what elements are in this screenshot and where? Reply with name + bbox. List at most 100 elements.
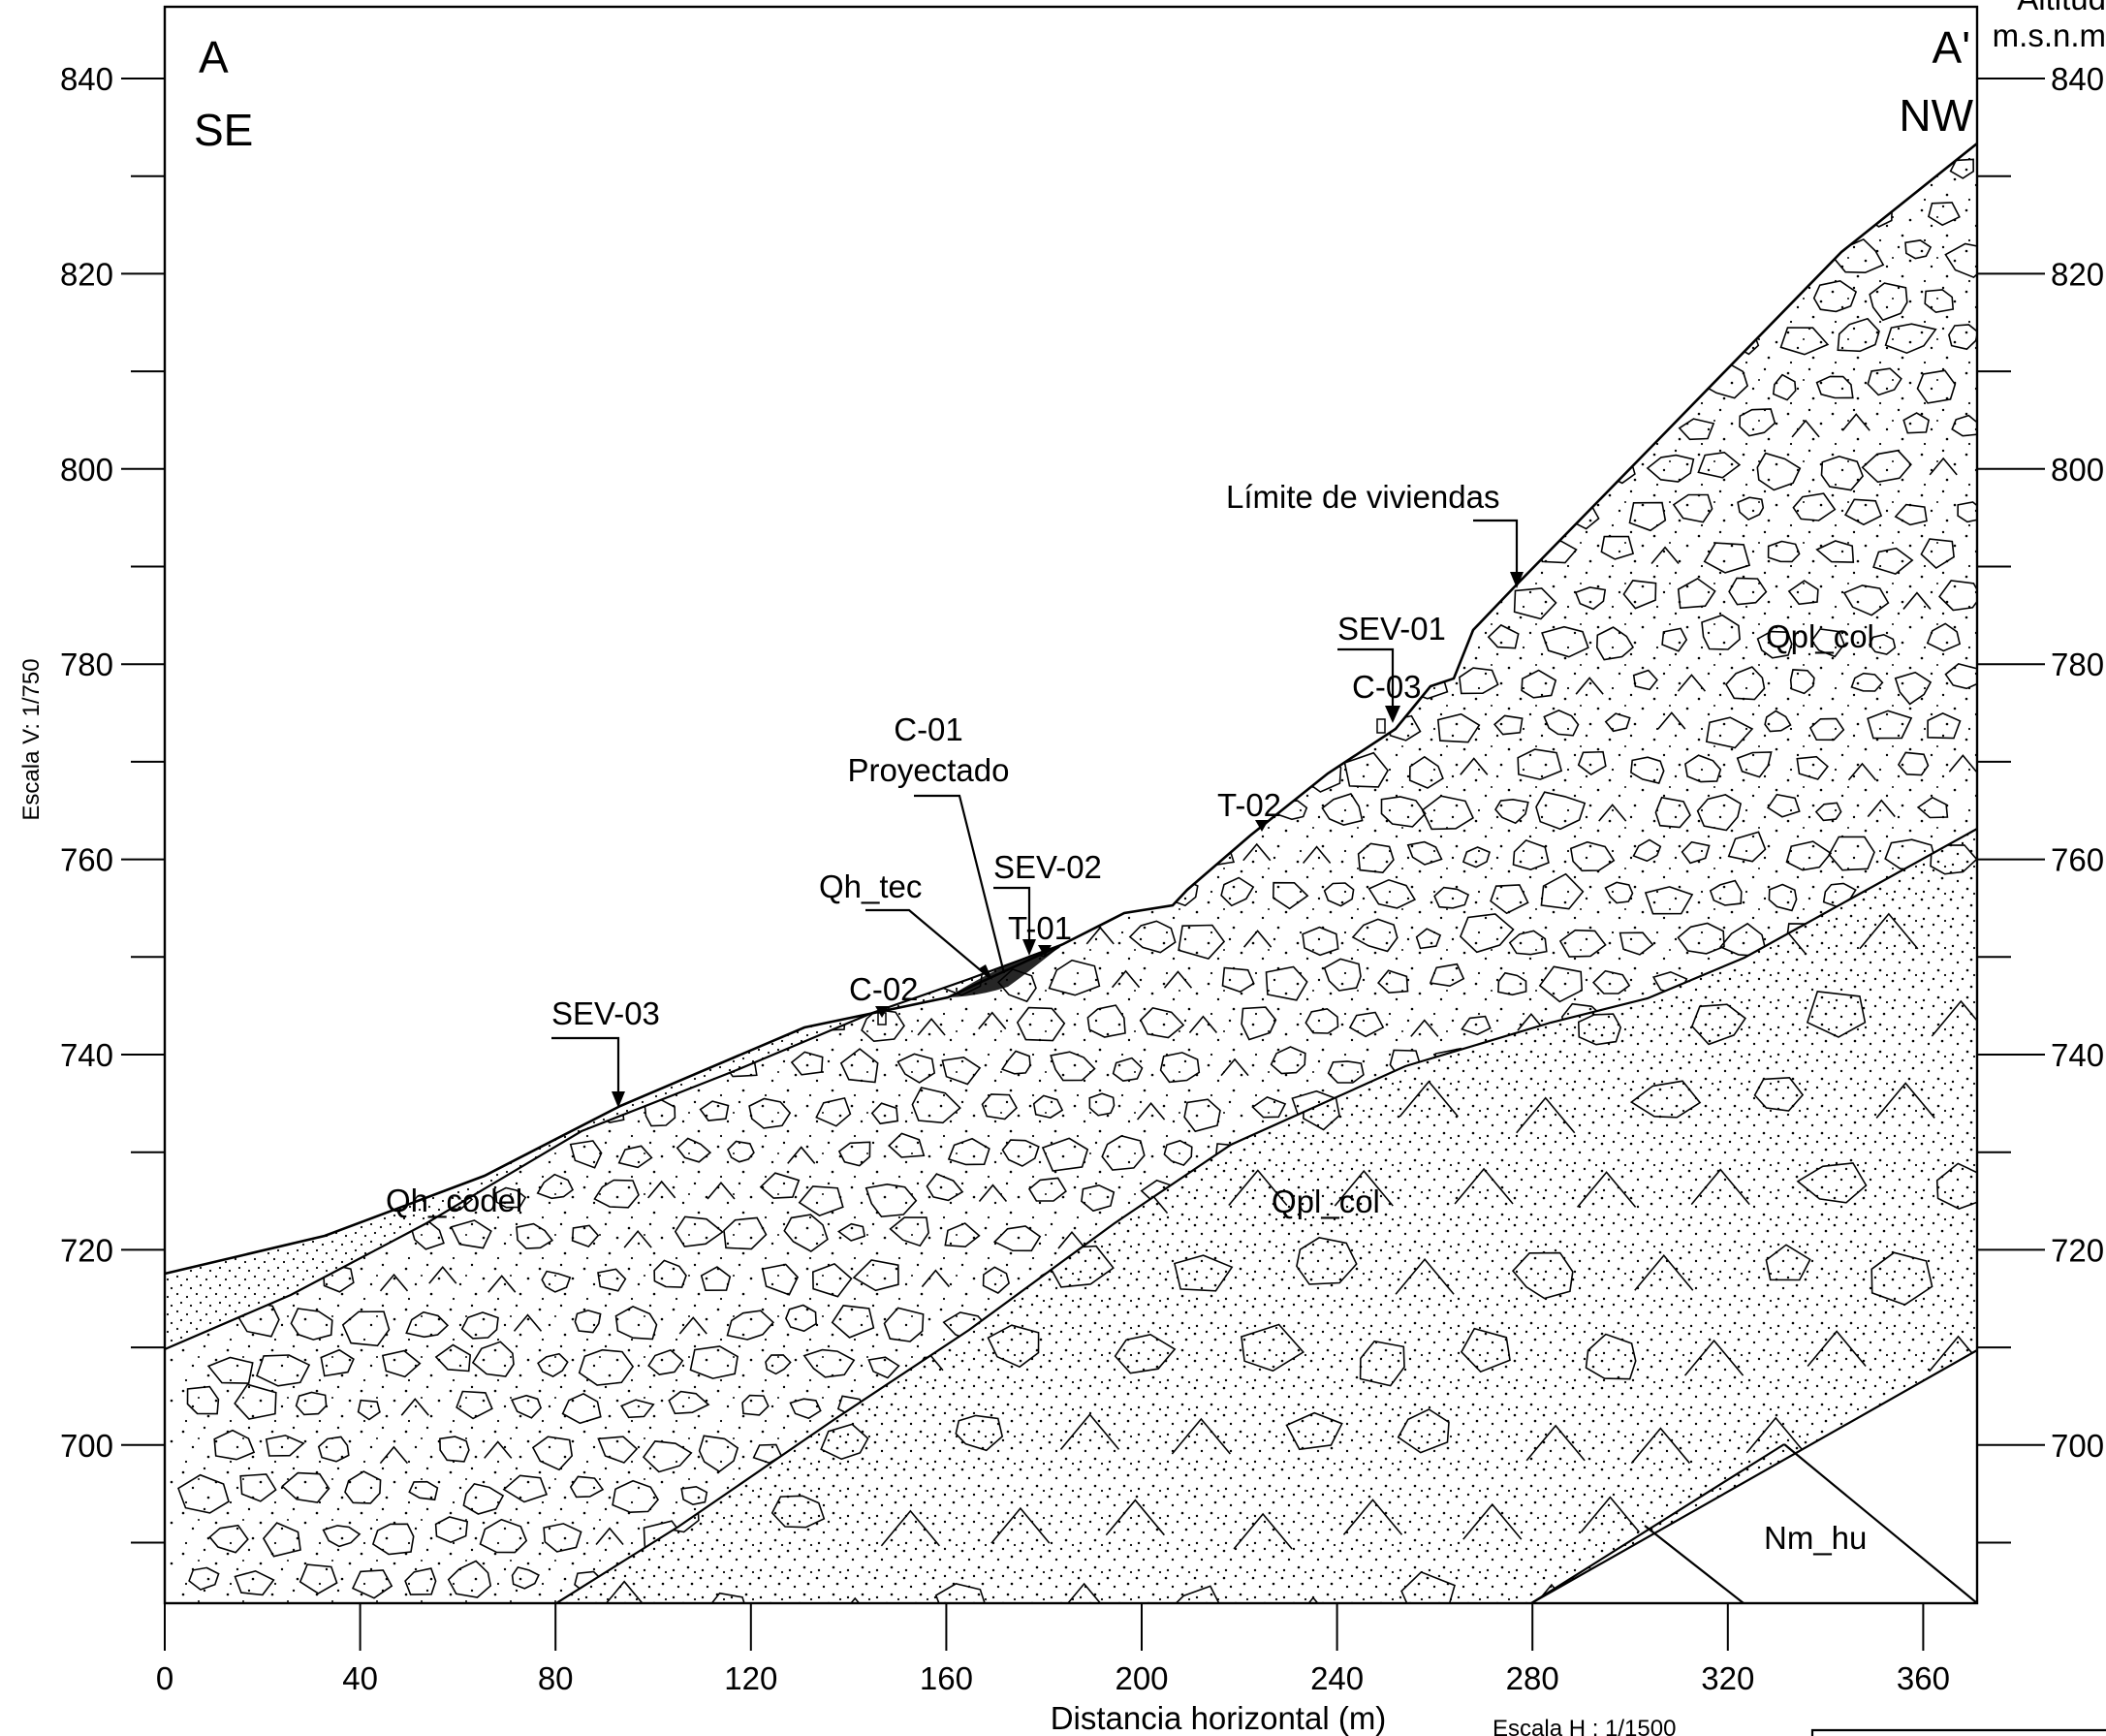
clast-block — [1050, 1051, 1096, 1082]
clast-block — [833, 714, 870, 744]
clast-block — [1600, 535, 1635, 560]
clast-block — [456, 878, 494, 907]
clast-block — [1673, 320, 1713, 353]
clast-block — [947, 207, 977, 228]
clast-block — [1806, 991, 1867, 1038]
clast-block — [1102, 193, 1140, 226]
clast-block — [1677, 577, 1716, 610]
clast-block — [947, 1137, 990, 1166]
nm-hu-structure — [1530, 1443, 1978, 1604]
angular-fragment — [515, 543, 544, 562]
clast-block — [1535, 791, 1587, 831]
clast-block — [674, 1215, 724, 1247]
clast-block — [675, 284, 716, 310]
clast-block — [969, 504, 1000, 527]
clast-block — [242, 625, 271, 650]
clast-block — [1700, 285, 1742, 311]
clast-block — [344, 289, 384, 309]
angular-fragment — [351, 886, 380, 905]
angular-fragment — [916, 243, 945, 263]
clast-block — [1630, 756, 1665, 784]
clast-block — [234, 1569, 275, 1596]
clast-block — [1273, 362, 1318, 397]
clast-block — [1220, 876, 1255, 907]
clast-block — [1185, 495, 1231, 534]
clast-block — [511, 1565, 540, 1590]
clast-block — [678, 624, 715, 655]
clast-block — [926, 1173, 964, 1202]
clast-block — [1161, 200, 1203, 233]
clast-block — [1591, 969, 1631, 994]
angular-fragment — [917, 1017, 946, 1036]
clast-block — [194, 284, 224, 307]
c02-marker — [877, 1012, 887, 1026]
x-tick-label: 280 — [1506, 1660, 1559, 1696]
clast-block — [970, 665, 1015, 699]
clast-block — [748, 1097, 792, 1129]
clast-block — [1264, 536, 1305, 563]
clast-block — [1517, 748, 1563, 780]
angular-fragment — [1462, 1502, 1523, 1540]
clast-block — [536, 1173, 575, 1200]
clast-block — [266, 413, 302, 444]
angular-fragment — [1330, 377, 1359, 395]
clast-block — [351, 1569, 393, 1599]
contact-nm-hu-top — [1530, 1349, 1978, 1604]
clast-block — [1460, 1327, 1511, 1373]
clast-block — [706, 498, 742, 526]
qpl-col-lower-unit-label: Qpl_col — [1272, 1184, 1380, 1219]
angular-fragment — [599, 331, 628, 350]
clast-block — [435, 926, 470, 957]
contact-qh-codel-base — [164, 942, 1064, 1351]
clast-block — [1920, 538, 1955, 570]
clast-block — [426, 407, 469, 436]
clast-block — [520, 1053, 556, 1074]
clast-block — [245, 278, 275, 305]
altitude-header-2: m.s.n.m — [1993, 17, 2106, 53]
clast-block — [349, 968, 391, 998]
sev01-label: SEV-01 — [1337, 611, 1446, 647]
clast-block — [996, 368, 1042, 402]
clast-block — [435, 334, 467, 354]
clast-block — [1241, 1006, 1277, 1041]
angular-fragment — [1171, 1417, 1231, 1455]
clast-block — [486, 1093, 525, 1131]
clast-block — [1027, 1177, 1067, 1202]
clast-block — [949, 454, 993, 484]
clast-block — [173, 796, 221, 826]
clast-block — [846, 287, 879, 310]
clast-block — [541, 1270, 572, 1293]
clast-block — [1188, 162, 1221, 181]
qpl-col-lower-layer — [556, 829, 1977, 1603]
clast-block — [1597, 204, 1631, 228]
angular-fragment — [482, 584, 511, 604]
angular-fragment — [880, 1509, 941, 1547]
clast-block — [1487, 623, 1520, 649]
clast-block — [732, 872, 774, 907]
clast-block — [1753, 1076, 1805, 1112]
clast-block — [1843, 498, 1883, 526]
angular-fragment — [1242, 842, 1272, 862]
clast-block — [456, 1390, 493, 1420]
clast-block — [1300, 407, 1342, 437]
clast-block — [798, 1185, 844, 1216]
y-tick-label-left: 800 — [60, 452, 113, 488]
clast-block — [838, 202, 876, 228]
angular-fragment — [461, 797, 491, 815]
clast-block — [411, 198, 437, 217]
clast-block — [453, 201, 492, 233]
clast-block — [1332, 453, 1363, 477]
angular-fragment — [1054, 1582, 1115, 1603]
y-tick-label-left: 820 — [60, 256, 113, 292]
clast-block — [540, 241, 582, 271]
clast-block — [1644, 886, 1694, 915]
clast-block — [395, 706, 436, 734]
clast-block — [458, 537, 499, 564]
clast-block — [1156, 364, 1213, 403]
angular-fragment — [328, 248, 357, 268]
clast-block — [1938, 580, 1977, 612]
clast-block — [942, 543, 981, 571]
clast-block — [234, 1383, 277, 1420]
clast-block — [1574, 586, 1607, 611]
clast-block — [1128, 920, 1177, 954]
